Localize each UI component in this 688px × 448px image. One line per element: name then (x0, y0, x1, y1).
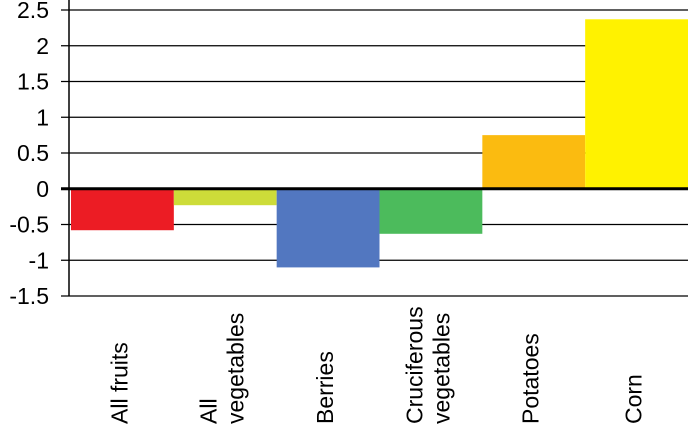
x-category-labels: All fruits All vegetables Berries Cruciferou… (106, 306, 646, 424)
x-category-label: Cruciferous vegetables (401, 306, 454, 424)
y-tick-label: 2 (36, 33, 49, 59)
y-tick-label: 0.5 (17, 140, 49, 166)
x-category-label-line: Potatoes (518, 333, 544, 424)
x-category-label-line: Corn (620, 374, 646, 424)
bar (585, 19, 688, 189)
bar (71, 188, 174, 231)
y-tick-labels: 2.5 2 1.5 1 0.5 0 -0.5 -1 -1.5 (9, 0, 49, 309)
axes (61, 0, 688, 296)
bars (71, 19, 688, 268)
y-tick-label: -1.5 (9, 283, 49, 309)
bar (482, 135, 586, 189)
x-category-label-line: Berries (312, 351, 338, 424)
x-category-label-line: Cruciferous (401, 306, 427, 424)
bar (276, 188, 380, 268)
y-tick-label: 1 (36, 104, 49, 130)
x-category-label: All vegetables (196, 313, 249, 424)
x-category-label: Berries (312, 351, 338, 424)
y-tick-label: 1.5 (17, 69, 49, 95)
x-category-label-line: All (196, 398, 222, 424)
x-category-label-line: All fruits (106, 342, 132, 424)
x-category-label-line: vegetables (223, 313, 249, 424)
bar (173, 188, 277, 206)
y-tick-label: 2.5 (17, 0, 49, 23)
bar (379, 188, 483, 234)
y-tick-label: -1 (29, 247, 49, 273)
x-category-label: All fruits (106, 342, 132, 424)
y-tick-label: -0.5 (9, 212, 49, 238)
x-category-label: Potatoes (518, 333, 544, 424)
x-category-label: Corn (620, 374, 646, 424)
y-tick-label: 0 (36, 176, 49, 202)
x-category-label-line: vegetables (428, 313, 454, 424)
